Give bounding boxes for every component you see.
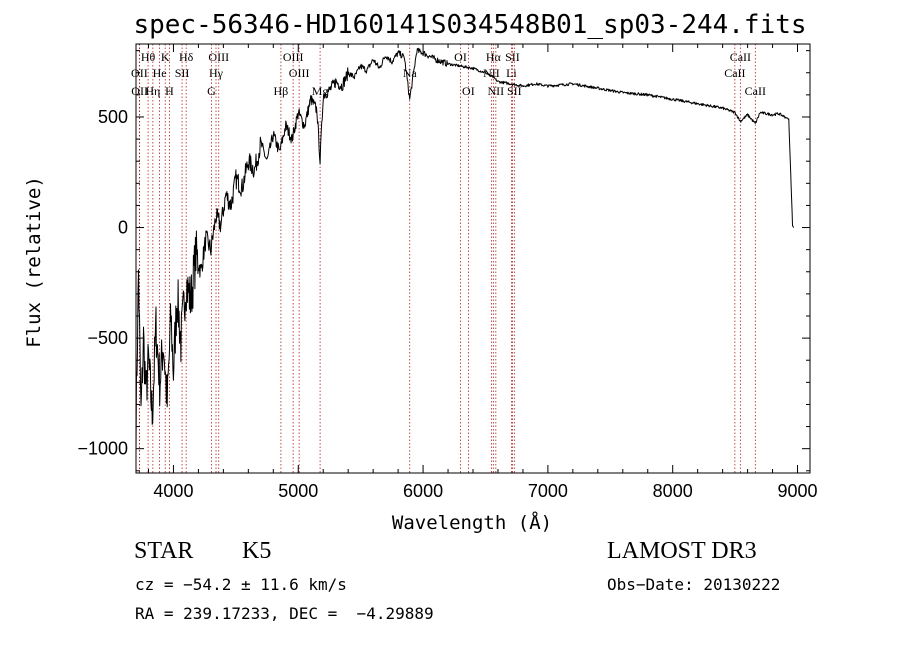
x-axis-label: Wavelength (Å) xyxy=(392,511,552,534)
line-label: Na xyxy=(403,66,418,80)
line-label: SII xyxy=(175,66,190,80)
line-label: Hα xyxy=(486,50,502,64)
line-label: Hθ xyxy=(141,50,156,64)
spectrum-series xyxy=(135,47,795,454)
chart-title: spec-56346-HD160141S034548B01_sp03-244.f… xyxy=(133,10,806,40)
axis-ticks: 4000 5000 6000 7000 8000 9000 −1000 −500 0 500 xyxy=(77,44,818,501)
line-label: Hβ xyxy=(274,84,289,98)
line-label: NII xyxy=(488,84,505,98)
line-label: SII xyxy=(507,84,522,98)
line-label: H xyxy=(165,84,174,98)
line-label: Hδ xyxy=(179,50,194,64)
coordinates-text: RA = 239.17233, DEC = −4.29889 xyxy=(135,604,434,623)
line-label: OIII xyxy=(208,50,229,64)
line-label: Hγ xyxy=(209,66,224,80)
object-subclass: K5 xyxy=(242,538,272,564)
x-tick-label: 6000 xyxy=(403,481,443,501)
line-label: Hη xyxy=(145,84,160,98)
line-label: OIII xyxy=(289,66,310,80)
y-tick-label: −1000 xyxy=(77,439,128,459)
line-label: OI xyxy=(454,50,467,64)
y-tick-label: 500 xyxy=(98,107,128,127)
redshift-text: cz = −54.2 ± 11.6 km/s xyxy=(135,575,347,594)
line-label: He xyxy=(153,66,167,80)
x-tick-label: 5000 xyxy=(278,481,318,501)
line-label: Li xyxy=(506,66,517,80)
survey-name: LAMOST DR3 xyxy=(607,538,757,564)
line-label: CaII xyxy=(724,66,745,80)
plot-frame xyxy=(135,43,811,474)
x-tick-label: 7000 xyxy=(528,481,568,501)
x-tick-label: 9000 xyxy=(777,481,817,501)
spectrum-chart: spec-56346-HD160141S034548B01_sp03-244.f… xyxy=(23,10,818,534)
line-label: K xyxy=(161,50,170,64)
line-label: OI xyxy=(462,84,475,98)
line-label: SII xyxy=(505,50,520,64)
line-label: OIII xyxy=(283,50,304,64)
y-axis-label: Flux (relative) xyxy=(23,176,45,348)
line-label: CaII xyxy=(730,50,751,64)
y-tick-label: 0 xyxy=(118,218,128,238)
spectrum-line xyxy=(135,47,795,454)
line-label: OII xyxy=(131,84,148,98)
y-tick-label: −500 xyxy=(87,328,128,348)
x-tick-label: 8000 xyxy=(653,481,693,501)
line-label: CaII xyxy=(745,84,766,98)
obs-date-text: Obs−Date: 20130222 xyxy=(607,575,781,594)
x-tick-label: 4000 xyxy=(153,481,193,501)
object-class: STAR xyxy=(134,538,194,564)
line-label: G xyxy=(207,84,216,98)
